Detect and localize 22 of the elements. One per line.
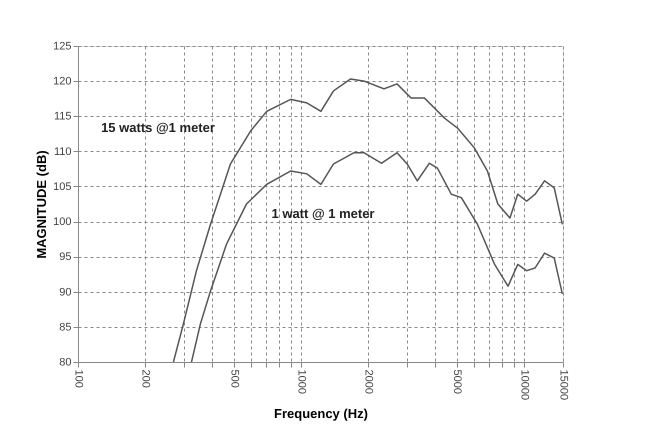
y-tick-label: 90 (59, 286, 72, 298)
x-tick-label: 1000 (295, 370, 308, 394)
x-tick-label: 15000 (558, 370, 570, 400)
annotation: 15 watts @1 meter (101, 120, 215, 135)
annotation: 1 watt @ 1 meter (272, 206, 374, 221)
y-tick-label: 105 (53, 180, 72, 193)
y-tick-label: 80 (59, 356, 72, 368)
x-tick-label: 2000 (362, 370, 374, 394)
y-axis-title: MAGNITUDE (dB) (34, 150, 50, 259)
x-axis-title: Frequency (Hz) (274, 406, 368, 422)
x-tick-label: 200 (140, 370, 152, 388)
y-tick-label: 100 (53, 216, 72, 228)
x-tick-label: 100 (72, 370, 84, 388)
x-tick-label: 5000 (451, 370, 464, 394)
y-tick-label: 125 (53, 40, 72, 52)
y-tick-label: 110 (54, 146, 72, 158)
y-tick-label: 95 (59, 251, 72, 264)
y-tick-label: 85 (59, 321, 72, 334)
y-tick-label: 115 (54, 110, 72, 123)
x-tick-label: 500 (228, 370, 240, 388)
x-tick-label: 10000 (518, 370, 530, 400)
y-tick-label: 120 (53, 76, 72, 88)
